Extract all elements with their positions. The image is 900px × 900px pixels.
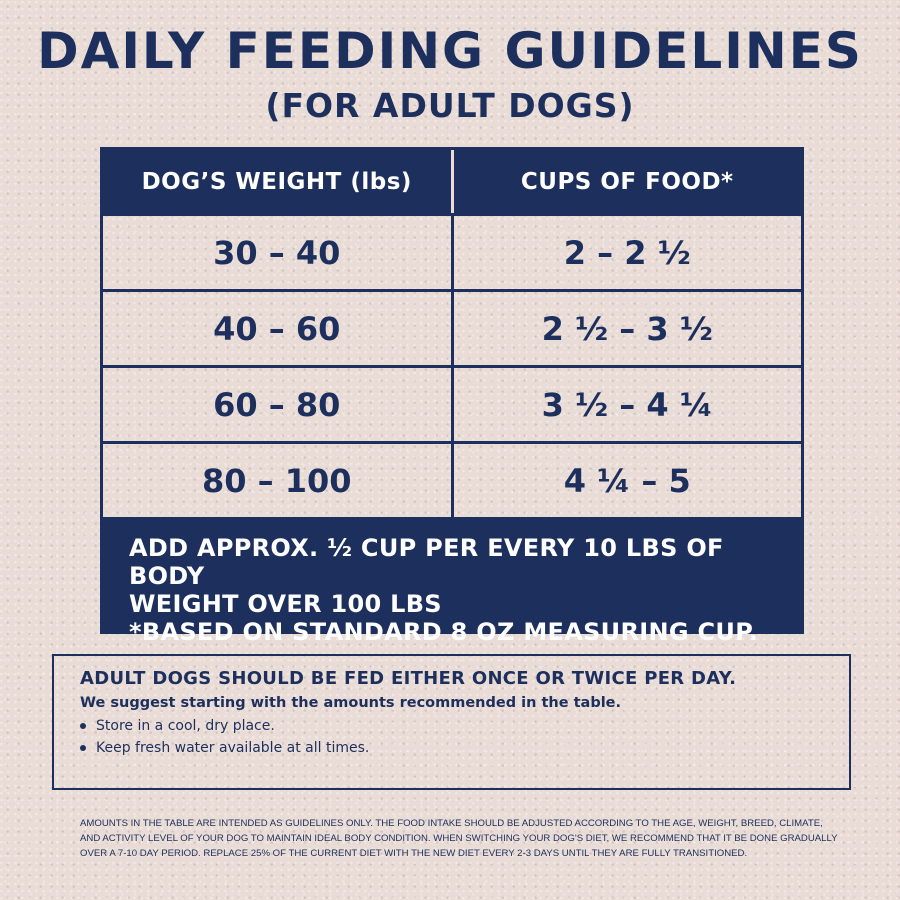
weight-cell: 80 – 100 [201,461,352,500]
table-note: ADD APPROX. ½ CUP PER EVERY 10 LBS OF BO… [103,517,801,646]
weight-cell: 40 – 60 [213,309,341,348]
note-line: ADD APPROX. ½ CUP PER EVERY 10 LBS OF BO… [129,534,724,590]
table-row: 60 – 80 3 ½ – 4 ¼ [103,365,801,441]
table-row: 30 – 40 2 – 2 ½ [103,213,801,289]
note-line: WEIGHT OVER 100 LBS [129,590,442,618]
weight-cell: 30 – 40 [213,233,341,272]
bullet-icon [80,723,86,729]
weight-cell: 60 – 80 [213,385,341,424]
page-subtitle: (FOR ADULT DOGS) [265,86,635,125]
page-title: DAILY FEEDING GUIDELINES [37,22,863,80]
list-item: Keep fresh water available at all times. [80,740,823,756]
fine-print: AMOUNTS IN THE TABLE ARE INTENDED AS GUI… [80,818,838,859]
list-item: Store in a cool, dry place. [80,718,823,734]
list-item-text: Keep fresh water available at all times. [96,740,370,756]
note-line: *BASED ON STANDARD 8 OZ MEASURING CUP. [129,618,759,646]
feeding-table: DOG’S WEIGHT (lbs) CUPS OF FOOD* 30 – 40… [100,147,804,646]
table-row: 80 – 100 4 ¼ – 5 [103,441,801,517]
cups-cell: 3 ½ – 4 ¼ [450,368,802,441]
info-subheading: We suggest starting with the amounts rec… [80,695,622,711]
cups-cell: 2 – 2 ½ [450,216,802,289]
bullet-icon [80,745,86,751]
list-item-text: Store in a cool, dry place. [96,718,275,734]
table-header: DOG’S WEIGHT (lbs) CUPS OF FOOD* [103,150,801,213]
header-cups: CUPS OF FOOD* [450,150,802,213]
header-weight: DOG’S WEIGHT (lbs) [141,168,412,195]
feeding-info-box: ADULT DOGS SHOULD BE FED EITHER ONCE OR … [52,654,851,790]
info-heading: ADULT DOGS SHOULD BE FED EITHER ONCE OR … [80,668,737,689]
cups-cell: 2 ½ – 3 ½ [450,292,802,365]
table-row: 40 – 60 2 ½ – 3 ½ [103,289,801,365]
cups-cell: 4 ¼ – 5 [450,444,802,517]
